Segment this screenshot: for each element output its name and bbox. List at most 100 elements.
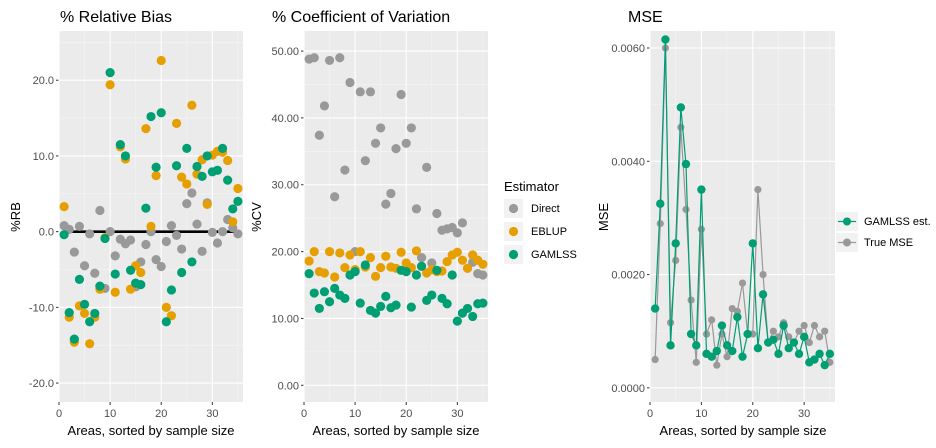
rb-direct-point <box>69 247 79 257</box>
cv-direct-point <box>370 138 381 148</box>
cv-gamlss-point <box>416 261 427 271</box>
rb-direct-point <box>95 205 105 216</box>
rb-direct-point <box>207 227 217 237</box>
rb-eblup-point <box>59 202 69 212</box>
rb-gamlss-point <box>233 196 243 206</box>
cv-direct-point <box>355 87 365 97</box>
cv-direct-point <box>324 55 335 66</box>
cv-y-tick-label: 40.00 <box>271 113 299 125</box>
mse-gamlss-est-point <box>769 335 778 344</box>
rb-gamlss-point <box>90 308 100 319</box>
rb-eblup-point <box>136 267 146 278</box>
cv-direct-point <box>396 89 406 100</box>
rb-gamlss-point <box>228 204 238 214</box>
estimator-legend: Estimator Direct EBLUP GAMLSS <box>504 179 577 264</box>
cv-gamlss-point <box>452 316 462 326</box>
cv-x-tick-label: 10 <box>349 408 361 420</box>
cv-gamlss-point <box>442 299 452 309</box>
coefficient-of-variation-panel: % Coefficient of Variation %CV Areas, so… <box>249 9 488 438</box>
mse-true-mse-point <box>687 296 695 304</box>
legend-label-direct: Direct <box>531 203 560 215</box>
mse-gamlss-est-point <box>707 352 716 361</box>
mse-y-tick-label: 0.0040 <box>611 156 645 168</box>
mse-gamlss-est-point <box>712 346 722 356</box>
cv-direct-point <box>427 258 437 268</box>
rb-direct-point <box>125 235 136 245</box>
rb-eblup-point <box>141 124 151 134</box>
mse-ylabel: MSE <box>596 203 611 232</box>
mse-x-tick-label: 10 <box>695 408 707 420</box>
cv-ylabel: %CV <box>249 202 264 232</box>
rb-eblup-point <box>125 284 136 294</box>
mse-legend-label-true-mse: True MSE <box>864 237 913 249</box>
cv-gamlss-point <box>427 290 437 300</box>
rb-direct-point <box>217 227 228 237</box>
rb-direct-point <box>151 255 161 265</box>
cv-direct-point <box>340 165 350 175</box>
mse-true-mse-point <box>754 185 762 194</box>
relative-bias-xlabel: Areas, sorted by sample size <box>68 423 235 438</box>
rb-gamlss-point <box>100 233 110 244</box>
rb-gamlss-point <box>166 285 177 295</box>
legend-label-eblup: EBLUP <box>531 226 567 238</box>
rb-eblup-point <box>161 302 171 312</box>
cv-x-tick-label: 30 <box>451 408 463 420</box>
mse-gamlss-est-point <box>758 290 768 299</box>
cv-gamlss-point <box>447 270 457 280</box>
cv-gamlss-point <box>478 298 488 308</box>
rb-y-tick-label: -10.0 <box>29 302 54 314</box>
cv-direct-point <box>360 156 370 166</box>
mse-legend-key-gamlss-est-symbol <box>843 217 851 226</box>
mse-gamlss-est-point <box>666 341 675 350</box>
mse-legend-label-gamlss-est: GAMLSS est. <box>864 216 931 228</box>
mse-true-mse-point <box>769 327 777 335</box>
mse-gamlss-est-point <box>728 346 737 356</box>
mse-true-mse-point <box>697 225 705 233</box>
cv-title: % Coefficient of Variation <box>272 9 450 26</box>
rb-gamlss-point <box>212 165 223 175</box>
cv-direct-point <box>391 144 401 154</box>
cv-gamlss-point <box>340 293 350 303</box>
cv-xlabel: Areas, sorted by sample size <box>313 423 480 438</box>
cv-eblup-point <box>452 247 462 257</box>
cv-direct-point <box>365 87 376 97</box>
rb-direct-point <box>74 221 85 231</box>
estimator-legend-title: Estimator <box>504 179 560 194</box>
rb-gamlss-point <box>105 68 115 78</box>
cv-gamlss-point <box>376 301 386 312</box>
rb-gamlss-point <box>115 139 125 150</box>
cv-gamlss-point <box>370 308 381 318</box>
rb-gamlss-point <box>64 308 74 318</box>
cv-eblup-point <box>335 248 345 258</box>
mse-gamlss-est-point <box>697 185 706 194</box>
mse-true-mse-point <box>682 205 690 214</box>
mse-gamlss-est-point <box>799 332 809 342</box>
rb-eblup-point <box>85 339 95 349</box>
rb-eblup-point <box>110 287 120 297</box>
legend-key-gamlss-symbol <box>508 249 519 260</box>
mse-gamlss-est-point <box>681 159 691 169</box>
mse-y-tick-label: 0.0000 <box>611 383 645 395</box>
cv-gamlss-point <box>330 283 340 293</box>
rb-direct-point <box>141 239 151 250</box>
rb-gamlss-point <box>79 299 90 309</box>
rb-eblup-point <box>228 217 238 227</box>
rb-direct-point <box>177 244 187 254</box>
cv-x-tick-label: 0 <box>301 408 307 420</box>
cv-direct-point <box>386 188 396 199</box>
rb-eblup-point <box>79 308 90 319</box>
rb-y-tick-label: 20.0 <box>33 75 54 87</box>
rb-gamlss-point <box>59 230 69 240</box>
mse-gamlss-est-point <box>656 199 665 208</box>
mse-gamlss-est-point <box>686 329 696 339</box>
rb-gamlss-point <box>141 203 151 213</box>
cv-gamlss-point <box>411 270 422 280</box>
cv-direct-point <box>314 130 324 140</box>
rb-direct-point <box>171 230 182 241</box>
mse-gamlss-est-point <box>779 321 788 330</box>
cv-eblup-point <box>442 257 452 267</box>
legend-label-gamlss: GAMLSS <box>531 249 577 261</box>
mse-gamlss-est-point <box>743 329 752 339</box>
rb-eblup-point <box>146 221 156 231</box>
